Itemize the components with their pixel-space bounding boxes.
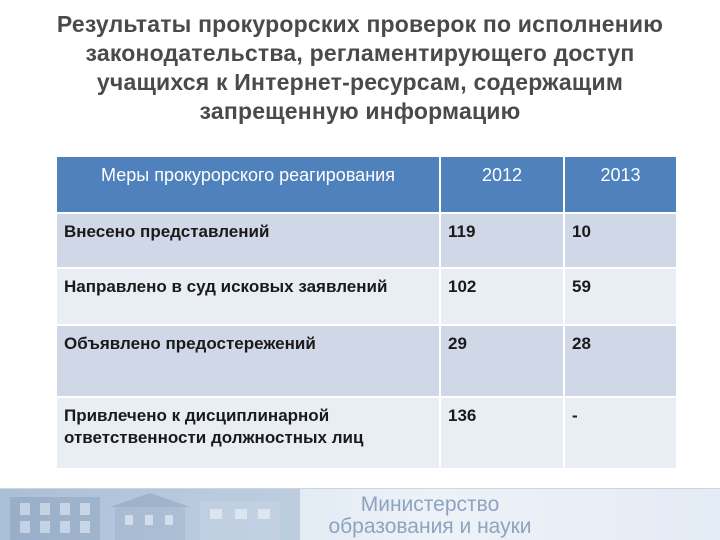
- title-line-4: запрещенную информацию: [199, 98, 521, 124]
- table-row: Направлено в суд исковых заявлений 102 5…: [55, 267, 678, 326]
- results-table-container: Меры прокурорского реагирования 2012 201…: [55, 155, 678, 470]
- header-2012: 2012: [439, 155, 565, 214]
- table-row: Привлечено к дисциплинарной ответственно…: [55, 396, 678, 470]
- row-value-2013: -: [563, 396, 678, 470]
- row-value-2012: 102: [439, 267, 565, 326]
- row-label: Внесено представлений: [55, 212, 441, 269]
- row-label: Объявлено предостережений: [55, 324, 441, 398]
- results-table: Меры прокурорского реагирования 2012 201…: [55, 155, 678, 470]
- ministry-footer-banner: Министерство образования и науки: [0, 488, 720, 540]
- ministry-line-2: образования и науки: [328, 515, 532, 538]
- table-row: Объявлено предостережений 29 28: [55, 324, 678, 398]
- row-value-2012: 119: [439, 212, 565, 269]
- header-2013: 2013: [563, 155, 678, 214]
- title-line-3: учащихся к Интернет-ресурсам, содержащим: [96, 69, 624, 95]
- building-photo-icon: [0, 489, 300, 540]
- header-measures: Меры прокурорского реагирования: [55, 155, 441, 214]
- ministry-line-1: Министерство: [360, 493, 500, 516]
- row-value-2012: 136: [439, 396, 565, 470]
- row-label: Направлено в суд исковых заявлений: [55, 267, 441, 326]
- row-value-2013: 28: [563, 324, 678, 398]
- row-value-2013: 10: [563, 212, 678, 269]
- table-row: Внесено представлений 119 10: [55, 212, 678, 269]
- row-label: Привлечено к дисциплинарной ответственно…: [55, 396, 441, 470]
- row-value-2012: 29: [439, 324, 565, 398]
- row-value-2013: 59: [563, 267, 678, 326]
- slide-title: Результаты прокурорских проверок по испо…: [20, 10, 700, 126]
- title-line-2: законодательства, регламентирующего дост…: [85, 40, 635, 66]
- ministry-name: Министерство образования и науки: [305, 494, 555, 538]
- title-line-1: Результаты прокурорских проверок по испо…: [56, 11, 664, 37]
- table-header-row: Меры прокурорского реагирования 2012 201…: [55, 155, 678, 214]
